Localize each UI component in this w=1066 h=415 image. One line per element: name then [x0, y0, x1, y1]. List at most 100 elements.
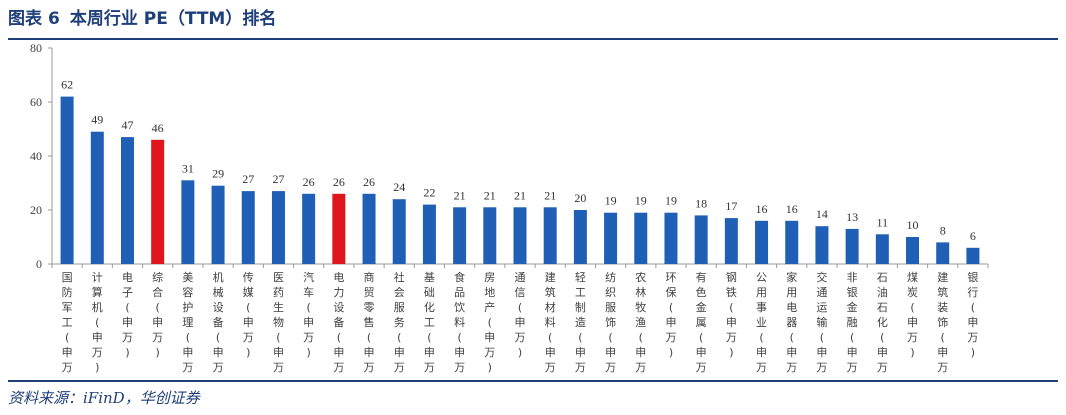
category-label: 国防军工(申万)	[62, 271, 73, 378]
category-label: 轻工制造(申万)	[575, 270, 586, 378]
data-label: 6	[970, 229, 976, 243]
data-label: 19	[635, 194, 647, 208]
category-label: 电力设备(申万)	[333, 271, 344, 378]
top-rule	[8, 38, 1058, 40]
data-label: 14	[816, 207, 828, 221]
bar	[694, 215, 708, 264]
data-label: 21	[544, 188, 556, 202]
data-label: 16	[786, 202, 798, 216]
bar	[906, 237, 920, 264]
category-label: 农林牧渔(申万)	[635, 270, 646, 378]
data-label: 26	[333, 175, 345, 189]
category-label: 传媒(申万)	[243, 271, 254, 359]
category-label: 石油石化(申万)	[877, 271, 888, 378]
y-tick-label: 0	[36, 257, 42, 271]
bar	[724, 218, 738, 264]
bar	[181, 180, 195, 264]
category-label: 建筑装饰(申万)	[937, 270, 948, 378]
data-label: 47	[121, 118, 133, 132]
data-label: 19	[605, 194, 617, 208]
data-label: 13	[846, 210, 858, 224]
data-label: 27	[242, 172, 254, 186]
category-label: 食品饮料(申万)	[454, 270, 465, 378]
bottom-rule	[8, 380, 1058, 382]
category-label: 电子(申万)	[122, 271, 133, 359]
data-label: 16	[756, 202, 768, 216]
data-label: 49	[91, 113, 103, 127]
bar	[120, 137, 134, 264]
bar	[755, 220, 769, 264]
category-label: 基础化工(申万)	[424, 271, 435, 378]
data-label: 29	[212, 167, 224, 181]
bar	[634, 212, 648, 264]
data-label: 27	[272, 172, 284, 186]
data-label: 21	[514, 188, 526, 202]
category-label: 医药生物(申万)	[273, 271, 284, 378]
category-label: 煤炭(申万)	[907, 271, 918, 359]
category-label: 钢铁(申万)	[726, 271, 737, 359]
data-label: 10	[907, 218, 919, 232]
bar	[543, 207, 557, 264]
bar	[785, 220, 799, 264]
category-label: 汽车(申万)	[303, 270, 314, 359]
category-label: 建筑材料(申万)	[545, 270, 556, 378]
bar-chart: 0 20 40 60 80 62 国防军工(申万) 49 计算机(申万) 47 电子(申万) 46 综合…	[30, 41, 989, 378]
data-label: 8	[940, 223, 946, 237]
data-label: 18	[695, 196, 707, 210]
bar	[211, 185, 225, 264]
category-label: 通信(申万)	[515, 271, 526, 359]
y-tick-label: 20	[30, 203, 42, 217]
bar-highlight	[332, 193, 346, 264]
category-label: 房地产(申万)	[484, 271, 495, 374]
category-label: 环保(申万)	[665, 271, 676, 359]
category-label: 纺织服饰(申万)	[605, 270, 616, 378]
figure-title: 本周行业 PE（TTM）排名	[69, 9, 277, 29]
data-label: 22	[423, 186, 435, 200]
y-tick-label: 40	[30, 149, 42, 163]
data-label: 31	[182, 161, 194, 175]
data-label: 11	[877, 215, 889, 229]
bar	[302, 193, 316, 264]
category-label: 机械设备(申万)	[213, 270, 224, 378]
data-label: 24	[393, 180, 405, 194]
category-label: 交通运输(申万)	[816, 270, 827, 378]
y-tick-label: 60	[30, 95, 42, 109]
bar	[453, 207, 467, 264]
bar	[422, 204, 436, 264]
bar	[664, 212, 678, 264]
data-label: 21	[484, 188, 496, 202]
bar	[90, 131, 104, 264]
source-note: 资料来源：iFinD，华创证券	[8, 389, 200, 407]
data-label: 19	[665, 194, 677, 208]
chart-title: 图表 6 本周行业 PE（TTM）排名	[8, 4, 276, 34]
category-label: 美容护理(申万)	[182, 271, 193, 378]
bar-highlight	[151, 139, 165, 264]
category-label: 社会服务(申万)	[394, 270, 405, 378]
bar	[604, 212, 618, 264]
bar	[573, 210, 587, 264]
category-label: 非银金融(申万)	[847, 271, 858, 378]
bar	[60, 96, 74, 264]
data-label: 26	[303, 175, 315, 189]
bar	[271, 191, 285, 264]
data-label: 62	[61, 78, 73, 92]
y-tick-label: 80	[30, 41, 42, 55]
data-label: 17	[725, 199, 737, 213]
bar	[241, 191, 255, 264]
category-label: 有色金属(申万)	[696, 270, 707, 378]
category-label: 综合(申万)	[152, 270, 163, 359]
category-label: 公用事业(申万)	[756, 271, 767, 378]
category-label: 计算机(申万)	[92, 271, 103, 374]
bar	[392, 199, 406, 264]
bar	[966, 247, 980, 264]
category-label: 商贸零售(申万)	[364, 270, 375, 378]
bar	[845, 228, 859, 264]
data-label: 46	[152, 121, 164, 135]
data-label: 26	[363, 175, 375, 189]
bar	[483, 207, 497, 264]
category-label: 家用电器(申万)	[786, 270, 797, 378]
data-label: 20	[574, 191, 586, 205]
bar	[875, 234, 889, 264]
category-label: 银行(申万)	[967, 270, 978, 359]
data-label: 21	[454, 188, 466, 202]
